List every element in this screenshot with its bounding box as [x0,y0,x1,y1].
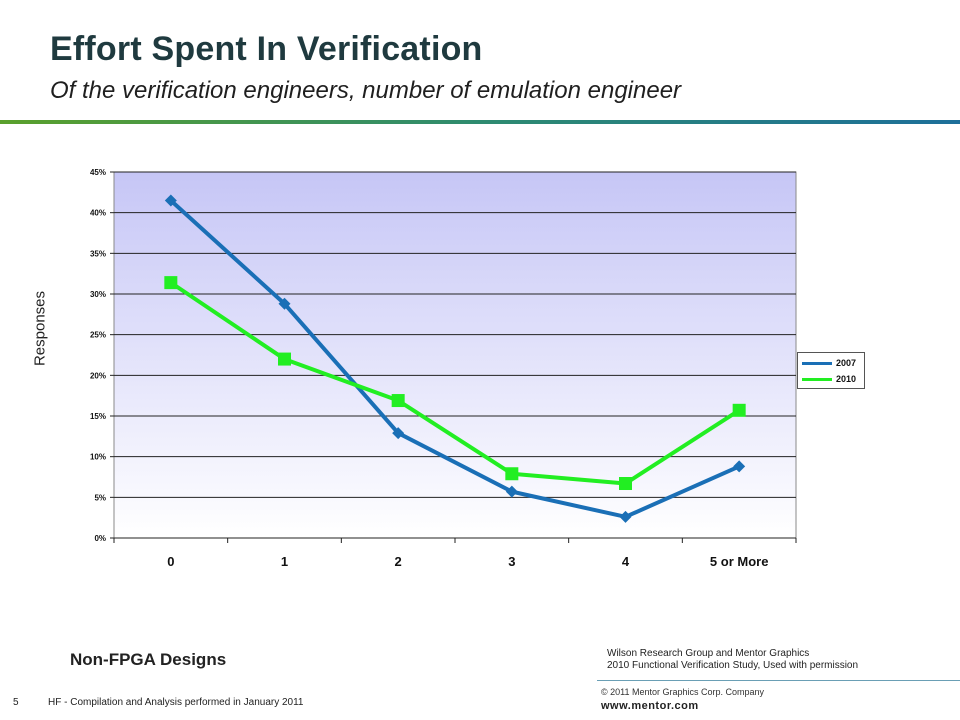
x-tick-label: 1 [281,554,288,569]
x-tick-label: 5 or More [710,554,769,569]
x-tick-label: 3 [508,554,515,569]
slide-subtitle: Of the verification engineers, number of… [50,77,682,104]
data-point-2007 [619,510,632,523]
data-point-2007 [164,194,177,207]
source-line-2: 2010 Functional Verification Study, Used… [607,660,859,671]
chart-legend: 2007 2010 [797,352,865,389]
x-tick-label: 4 [622,554,630,569]
source-citation: Wilson Research Group and Mentor Graphic… [607,648,858,672]
legend-item-2010: 2010 [802,373,856,385]
series-line-2007 [169,198,740,519]
y-tick-label: 20% [90,371,106,380]
x-tick-label: 0 [167,554,174,569]
y-tick-label: 0% [94,534,106,543]
legend-item-2007: 2007 [802,357,856,369]
data-point-2010 [391,394,405,408]
y-tick-label: 10% [90,453,106,462]
plot-area [113,171,797,539]
source-line-1: Wilson Research Group and Mentor Graphic… [607,648,810,659]
y-tick-label: 30% [90,290,106,299]
y-tick-label: 45% [90,168,106,177]
x-tick-label: 2 [395,554,402,569]
legend-swatch-2007 [802,361,832,365]
legend-label-2007: 2007 [836,358,857,368]
data-point-2007 [733,460,746,473]
legend-label-2010: 2010 [836,374,857,384]
y-tick-label: 35% [90,249,106,258]
data-point-2010 [164,276,178,290]
data-point-2010 [278,352,291,366]
data-point-2010 [732,403,746,417]
data-point-2007 [392,427,405,440]
website-link[interactable]: www.mentor.com [601,700,699,712]
y-tick-label: 25% [90,331,106,340]
slide-title: Effort Spent In Verification [50,30,483,68]
y-tick-label: 40% [90,209,106,218]
y-tick-label: 5% [94,493,106,502]
legend-swatch-2010 [802,377,832,381]
data-point-2007 [505,485,518,498]
footer-note: HF - Compilation and Analysis performed … [48,697,304,708]
page-number: 5 [13,697,19,708]
data-point-2010 [505,467,519,481]
data-point-2010 [619,477,632,491]
header-divider [0,120,960,124]
y-tick-label: 15% [90,412,106,421]
series-line-2010 [169,280,741,486]
footer-divider [597,680,960,681]
design-category-caption: Non-FPGA Designs [70,650,227,669]
data-point-2007 [278,297,291,310]
copyright-text: © 2011 Mentor Graphics Corp. Company [601,687,765,697]
